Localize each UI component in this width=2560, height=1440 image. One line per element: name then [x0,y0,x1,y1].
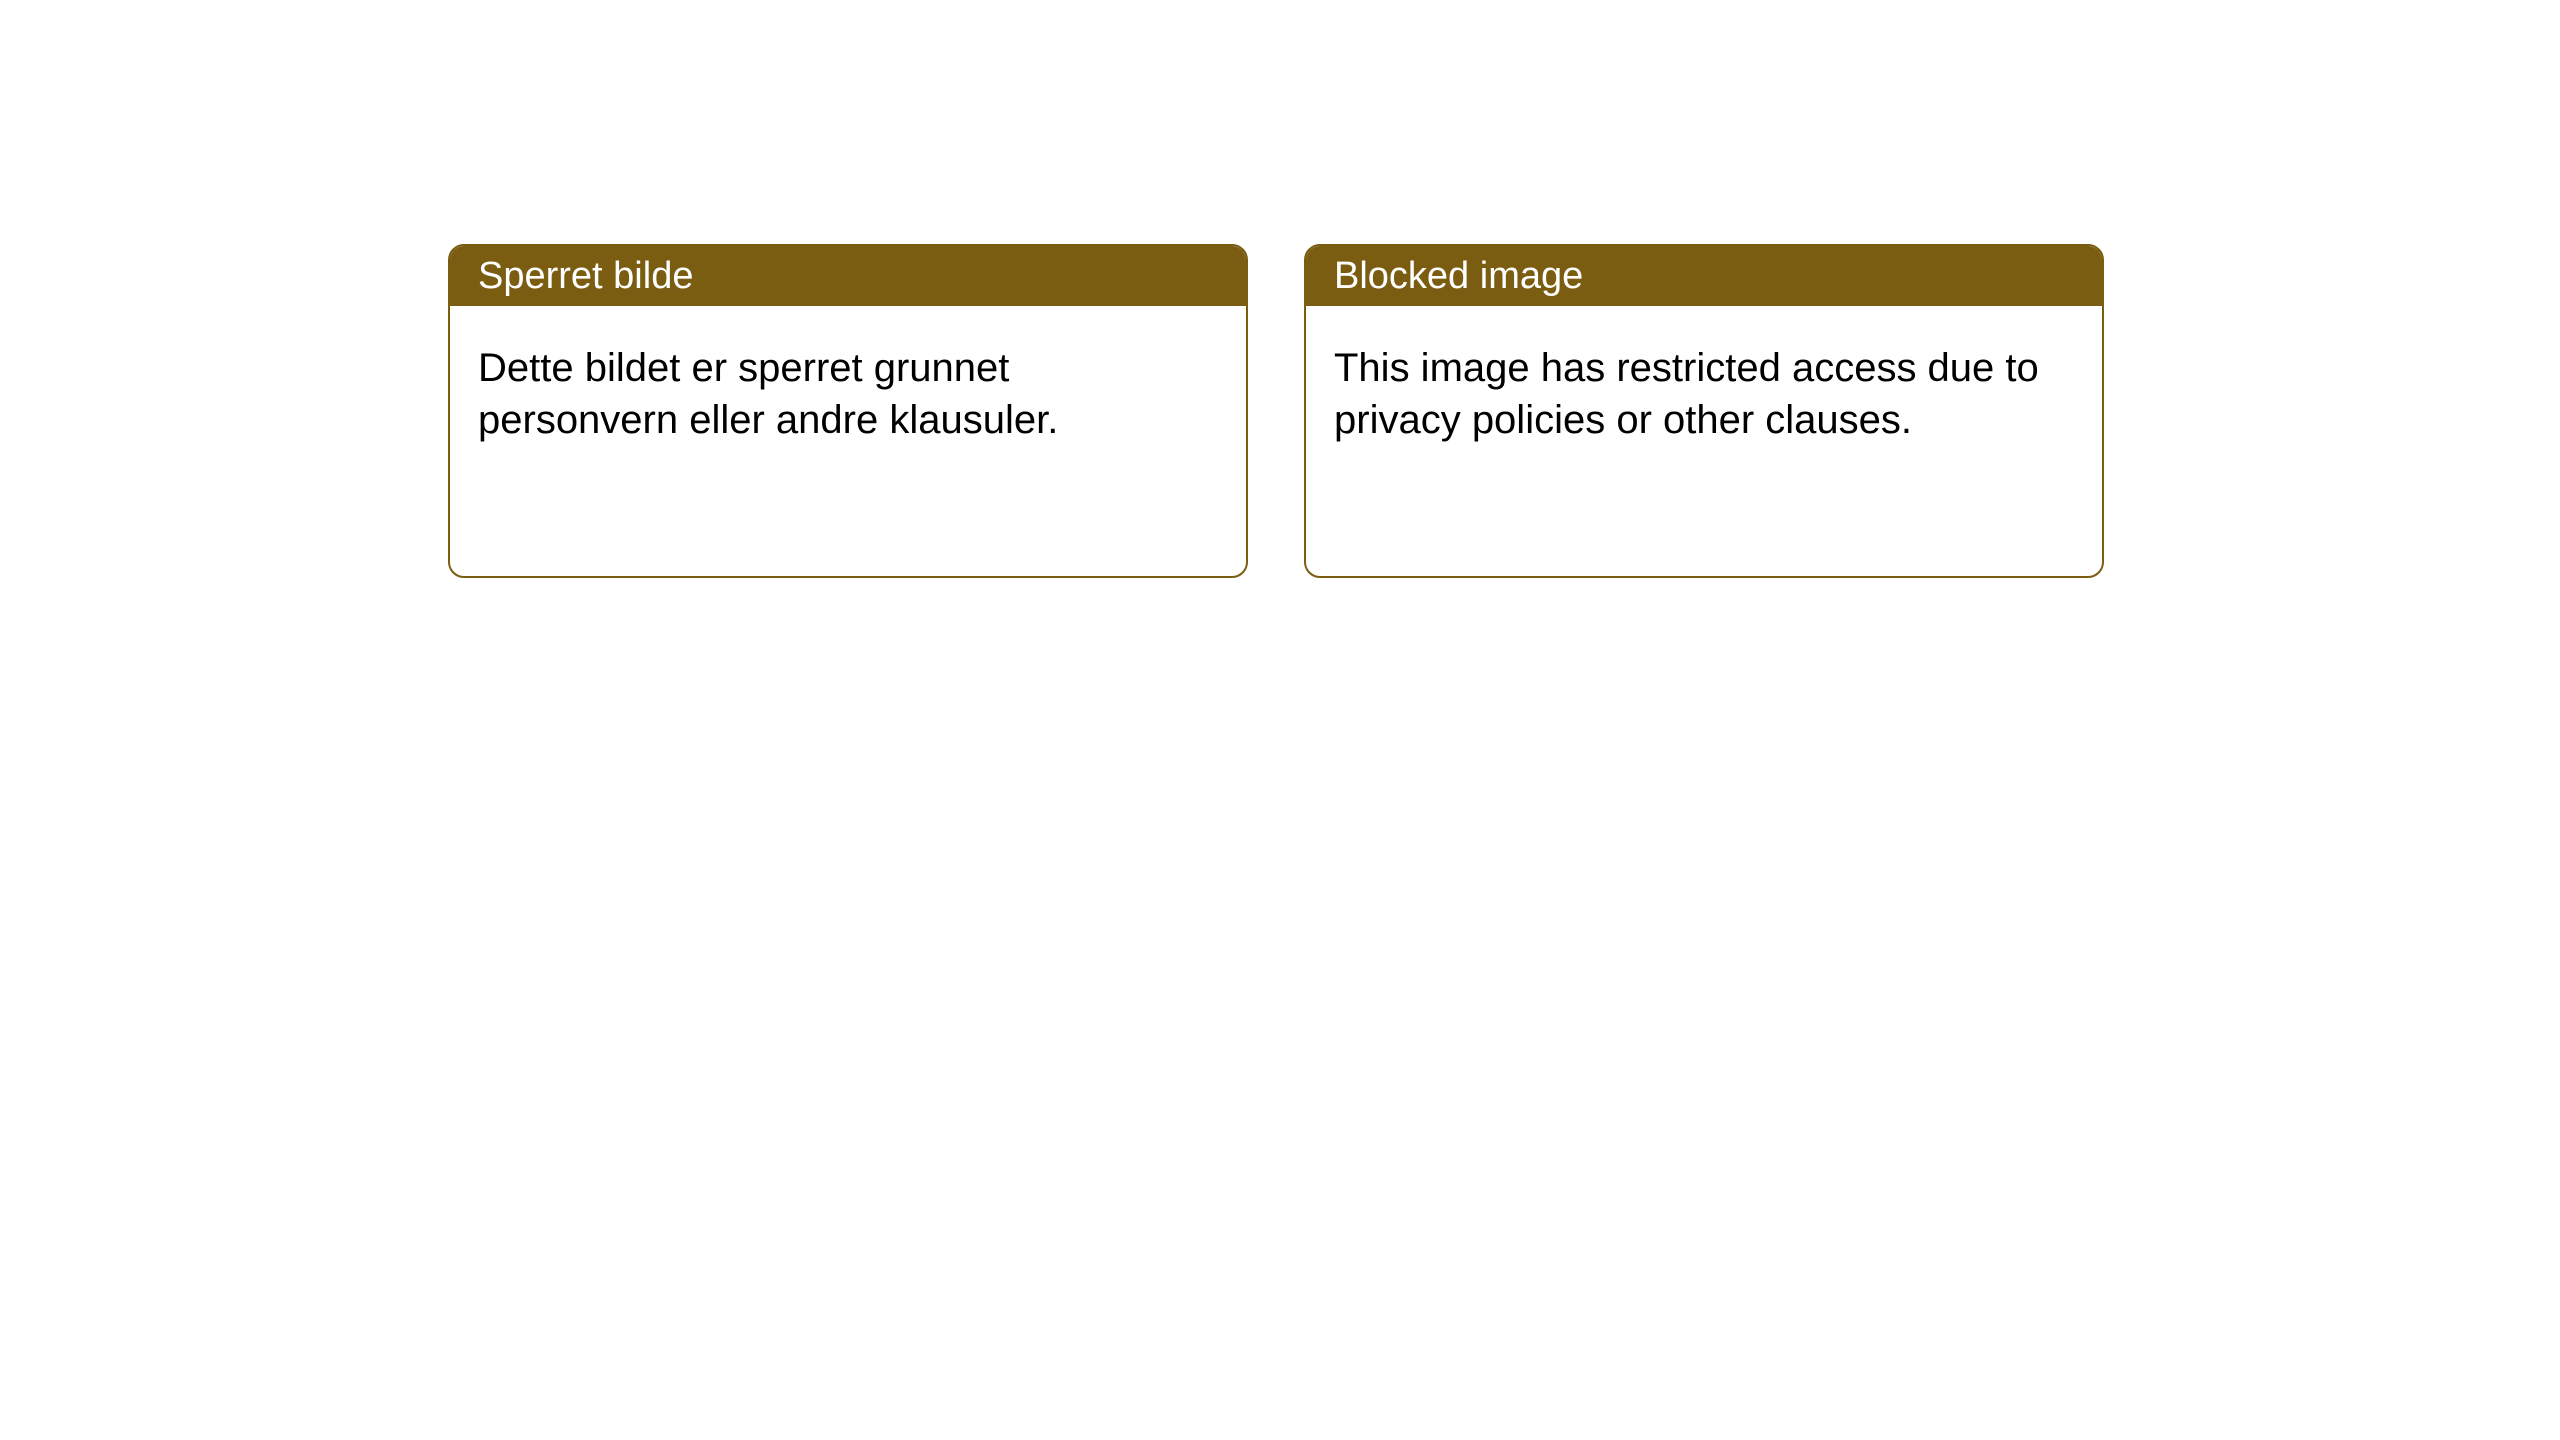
notice-title-en: Blocked image [1306,246,2102,306]
notice-body-no: Dette bildet er sperret grunnet personve… [450,306,1246,474]
notice-body-en: This image has restricted access due to … [1306,306,2102,474]
notice-title-no: Sperret bilde [450,246,1246,306]
notice-card-no: Sperret bilde Dette bildet er sperret gr… [448,244,1248,578]
notice-container: Sperret bilde Dette bildet er sperret gr… [0,0,2560,578]
notice-card-en: Blocked image This image has restricted … [1304,244,2104,578]
